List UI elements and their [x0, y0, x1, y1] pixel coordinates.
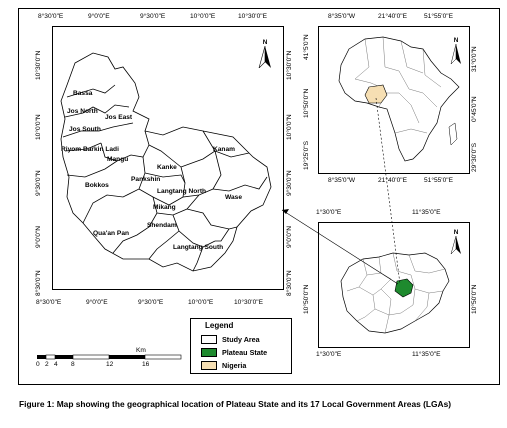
africa-bottom-coord-3: 51°55'0"E: [424, 177, 453, 184]
scale-tick-0: 0: [36, 361, 40, 368]
nigeria-bottom-coord-1: 1°30'0"E: [316, 351, 342, 358]
main-top-coord-1: 8°30'0"E: [38, 13, 64, 20]
africa-top-coord-3: 51°55'0"E: [424, 13, 453, 20]
north-arrow-africa: N: [449, 37, 463, 66]
africa-svg: [338, 36, 460, 162]
africa-right-coord-2: 0°45'0"N: [471, 96, 478, 122]
north-arrow-nigeria: N: [449, 229, 463, 256]
main-right-coord-3: 9°30'0"N: [286, 170, 293, 196]
main-left-coord-4: 9°0'0"N: [35, 226, 42, 248]
lga-label-riyom: Riyom: [61, 146, 82, 153]
main-right-coord-1: 10°30'0"N: [286, 50, 293, 80]
africa-bottom-coord-2: 21°40'0"E: [378, 177, 407, 184]
north-arrow-nigeria-label: N: [453, 229, 459, 236]
lga-label-wase: Wase: [225, 194, 242, 201]
legend-item-plateau-state: Plateau State: [201, 347, 267, 357]
scale-tick-2: 2: [45, 361, 49, 368]
legend-label-plateau-state: Plateau State: [222, 347, 268, 357]
lga-label-bassa: Bassa: [73, 90, 93, 97]
main-top-coord-5: 10°30'0"E: [238, 13, 267, 20]
africa-right-coord-1: 31°0'0"N: [471, 46, 478, 72]
main-top-coord-3: 9°30'0"E: [140, 13, 166, 20]
plateau-lga-svg: [60, 52, 272, 272]
main-left-coord-5: 8°30'0"N: [35, 270, 42, 296]
nigeria-right-coord-1: 10°50'0"N: [471, 284, 478, 314]
africa-top-coord-1: 8°35'0"W: [328, 13, 356, 20]
legend-label-study-area: Study Area: [222, 334, 260, 344]
scale-tick-4: 4: [54, 361, 58, 368]
legend-item-study-area: Study Area: [201, 334, 260, 344]
nigeria-top-coord-2: 11°35'0"E: [412, 209, 441, 216]
main-bottom-coord-3: 9°30'0"E: [138, 299, 164, 306]
lga-label-mikang: Mikang: [153, 204, 176, 211]
lga-label-langtang-south: Langtang South: [173, 244, 224, 251]
main-left-coord-1: 10°30'0"N: [35, 50, 42, 80]
main-right-coord-2: 10°0'0"N: [286, 114, 293, 140]
africa-outline: [338, 36, 460, 162]
plateau-lga-map: Bassa Jos North Jos East Jos South Riyom…: [52, 26, 284, 290]
nigeria-svg: [340, 252, 450, 334]
scale-tick-8: 8: [71, 361, 75, 368]
north-arrow-icon: [450, 235, 461, 255]
scale-tick-12: 12: [106, 361, 114, 368]
main-left-coord-3: 9°30'0"N: [35, 170, 42, 196]
nigeria-inset-map: N: [318, 222, 470, 348]
lga-label-kanam: Kanam: [213, 146, 235, 153]
main-bottom-coord-2: 9°0'0"E: [86, 299, 108, 306]
main-top-coord-4: 10°0'0"E: [190, 13, 216, 20]
lga-label-jos-north: Jos North: [67, 108, 98, 115]
legend-title: Legend: [205, 321, 234, 330]
main-bottom-coord-5: 10°30'0"E: [234, 299, 263, 306]
lga-label-jos-south: Jos South: [69, 126, 101, 133]
africa-inset-map: N: [318, 26, 470, 174]
lga-label-mangu: Mangu: [107, 156, 129, 163]
africa-left-coord-1: 41°5'0"N: [303, 34, 310, 60]
north-arrow-main: N: [257, 39, 273, 70]
lga-label-kanke: Kanke: [157, 164, 177, 171]
scale-tick-16: 16: [142, 361, 150, 368]
nigeria-left-coord-1: 10°50'0"N: [303, 284, 310, 314]
main-left-coord-2: 10°0'0"N: [35, 114, 42, 140]
scale-unit: Km: [136, 347, 146, 354]
lga-label-jos-east: Jos East: [105, 114, 133, 121]
lga-label-bokkos: Bokkos: [85, 182, 109, 189]
north-arrow-main-label: N: [262, 39, 268, 46]
africa-left-coord-2: 10°50'0"N: [303, 88, 310, 118]
legend-swatch-plateau-state: [201, 347, 217, 357]
main-top-coord-2: 9°0'0"E: [88, 13, 110, 20]
main-bottom-coord-1: 8°30'0"E: [36, 299, 62, 306]
legend-item-nigeria: Nigeria: [201, 360, 246, 370]
main-right-coord-4: 9°0'0"N: [286, 226, 293, 248]
lga-label-barkin-ladi: Barkin Ladi: [83, 146, 119, 153]
main-bottom-coord-4: 10°0'0"E: [188, 299, 214, 306]
legend-swatch-nigeria: [201, 360, 217, 370]
north-arrow-icon: [450, 43, 461, 65]
lga-label-pankshin: Pankshin: [131, 176, 161, 183]
africa-bottom-coord-1: 8°35'0"W: [328, 177, 356, 184]
nigeria-top-coord-1: 1°30'0"E: [316, 209, 342, 216]
north-arrow-africa-label: N: [453, 37, 459, 44]
africa-left-coord-3: 19°25'0"S: [303, 141, 310, 170]
lga-label-shendam: Shendam: [147, 222, 177, 229]
lga-label-quaan-pan: Qua'an Pan: [93, 230, 130, 237]
legend-label-nigeria: Nigeria: [222, 360, 247, 370]
scale-bar-graphic: [37, 354, 182, 360]
lga-label-langtang-north: Langtang North: [157, 188, 207, 195]
nigeria-bottom-coord-2: 11°35'0"E: [412, 351, 441, 358]
plateau-boundary: [60, 52, 272, 272]
africa-right-coord-3: 29°30'0"S: [471, 143, 478, 172]
figure-caption: Figure 1: Map showing the geographical l…: [19, 399, 452, 409]
scale-bar: Km 0 2 4 8 12 16: [36, 347, 196, 374]
legend-box: Legend Study Area Plateau State Nigeria: [190, 318, 292, 374]
africa-top-coord-2: 21°40'0"E: [378, 13, 407, 20]
north-arrow-icon: [258, 45, 271, 70]
main-right-coord-5: 8°30'0"N: [286, 270, 293, 296]
legend-swatch-study-area: [201, 334, 217, 344]
